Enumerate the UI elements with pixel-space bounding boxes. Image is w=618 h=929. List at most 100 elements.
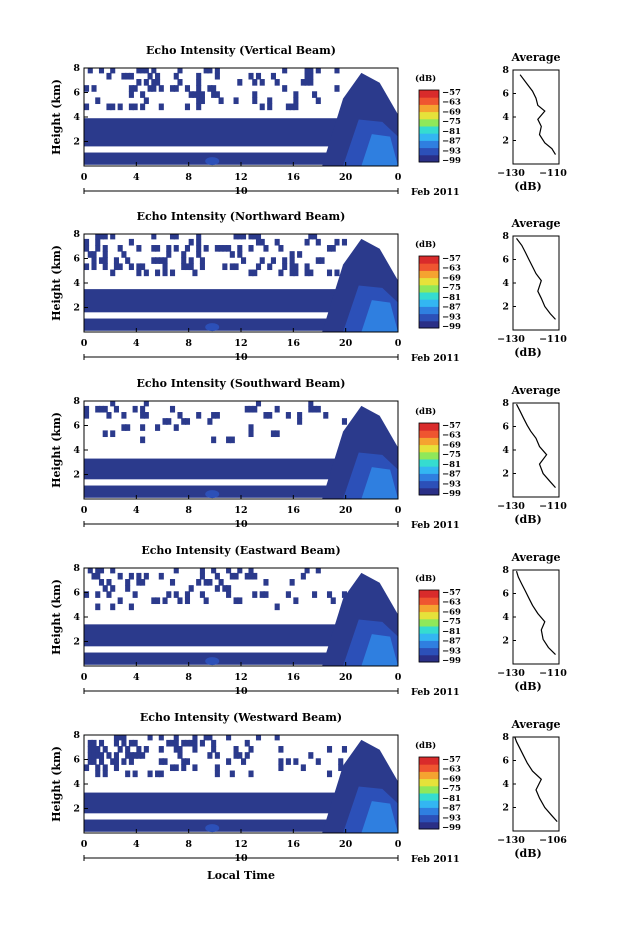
- echo-speckle: [162, 597, 168, 605]
- echo-speckle: [334, 85, 340, 92]
- x-tick-label: 12: [234, 172, 247, 183]
- echo-speckle: [233, 263, 239, 271]
- echo-speckle: [289, 263, 295, 271]
- echo-speckle: [128, 85, 134, 92]
- echo-speckle: [274, 405, 280, 413]
- echo-speckle: [173, 764, 179, 772]
- colorbar-swatch: [419, 604, 439, 613]
- x-tick-label: 16: [287, 839, 301, 850]
- echo-speckle: [293, 597, 299, 605]
- colorbar-unit: (dB): [415, 406, 436, 417]
- y-axis-label: Height (km): [50, 746, 63, 822]
- echo-speckle: [98, 568, 105, 574]
- echo-speckle: [211, 568, 217, 574]
- x-tick-label: 0: [395, 839, 402, 850]
- echo-speckle: [143, 746, 149, 753]
- echo-speckle: [192, 764, 198, 772]
- colorbar-label: −81: [442, 127, 461, 137]
- echo-speckle: [196, 245, 202, 252]
- echo-speckle: [106, 591, 112, 598]
- echo-speckle: [98, 758, 105, 765]
- echo-speckle: [211, 91, 217, 98]
- echo-speckle: [110, 68, 116, 74]
- profile-y-tick-label: 4: [502, 779, 509, 790]
- profile-title: Average: [510, 384, 560, 397]
- profile-x-unit: (dB): [514, 180, 541, 193]
- echo-speckle: [95, 764, 101, 772]
- echo-speckle: [151, 257, 157, 264]
- echo-speckle: [270, 430, 276, 438]
- echo-speckle: [312, 405, 318, 413]
- echo-speckle: [199, 568, 205, 574]
- echo-surface-band: [84, 152, 398, 165]
- echo-speckle: [252, 572, 258, 580]
- echo-speckle: [173, 591, 179, 598]
- profile-x-tick-label: −130: [497, 501, 525, 512]
- echo-speckle: [110, 758, 116, 765]
- echo-speckle: [248, 245, 254, 252]
- colorbar-swatch: [419, 270, 439, 279]
- echo-speckle: [155, 72, 161, 80]
- echo-speckle: [177, 79, 183, 86]
- colorbar-swatch: [419, 147, 439, 156]
- date-label: Feb 2011: [411, 187, 460, 198]
- colorbar-label: −57: [442, 254, 461, 264]
- echo-speckle: [110, 585, 116, 592]
- colorbar-swatch: [419, 793, 439, 801]
- echo-speckle: [143, 269, 149, 277]
- x-tick-label: 12: [234, 505, 247, 516]
- colorbar-label: −69: [442, 440, 461, 450]
- echo-blob: [205, 323, 220, 332]
- convective-core-inner: [361, 467, 398, 499]
- profile-y-tick-label: 4: [502, 278, 509, 289]
- echo-speckle: [143, 79, 149, 86]
- echo-speckle: [128, 572, 134, 580]
- echo-speckle: [207, 85, 213, 92]
- echo-speckle: [121, 735, 127, 741]
- convective-core-inner: [361, 801, 398, 833]
- profile-y-tick-label: 2: [502, 803, 509, 814]
- heatmap: [84, 735, 398, 833]
- colorbar-swatch: [419, 487, 439, 496]
- colorbar-label: −81: [442, 293, 461, 303]
- y-tick-label: 4: [73, 445, 80, 456]
- echo-speckle: [196, 79, 202, 86]
- echo-speckle: [147, 85, 153, 92]
- profile-title: Average: [510, 718, 560, 731]
- echo-speckle: [203, 735, 209, 741]
- echo-speckle: [315, 97, 321, 105]
- echo-speckle: [147, 770, 153, 778]
- echo-speckle: [285, 591, 291, 598]
- echo-speckle: [169, 269, 176, 277]
- echo-speckle: [278, 764, 284, 772]
- echo-speckle: [192, 91, 198, 98]
- colorbar-label: −75: [442, 450, 461, 460]
- heatmap: [84, 234, 398, 332]
- echo-speckle: [121, 739, 127, 747]
- echo-speckle: [207, 752, 213, 759]
- echo-speckle: [199, 572, 205, 580]
- echo-speckle: [308, 405, 314, 413]
- colorbar-swatch: [419, 97, 439, 105]
- echo-speckle: [173, 424, 179, 431]
- colorbar-label: −69: [442, 107, 461, 117]
- echo-speckle: [248, 405, 254, 413]
- echo-speckle: [102, 585, 108, 592]
- echo-speckle: [229, 770, 235, 778]
- echo-speckle: [282, 68, 288, 74]
- echo-speckle: [282, 263, 288, 271]
- echo-speckle: [229, 572, 235, 580]
- echo-speckle: [300, 764, 306, 772]
- echo-speckle: [125, 585, 131, 592]
- echo-speckle: [196, 85, 202, 92]
- colorbar-swatch: [419, 437, 439, 446]
- echo-speckle: [91, 263, 97, 271]
- y-axis-label: Height (km): [50, 412, 63, 488]
- echo-speckle: [87, 746, 93, 753]
- colorbar-swatch: [419, 800, 439, 808]
- profile-y-tick-label: 8: [502, 565, 509, 576]
- echo-gap: [84, 646, 340, 650]
- echo-speckle: [95, 405, 101, 413]
- echo-speckle: [147, 735, 153, 741]
- echo-speckle: [300, 79, 306, 86]
